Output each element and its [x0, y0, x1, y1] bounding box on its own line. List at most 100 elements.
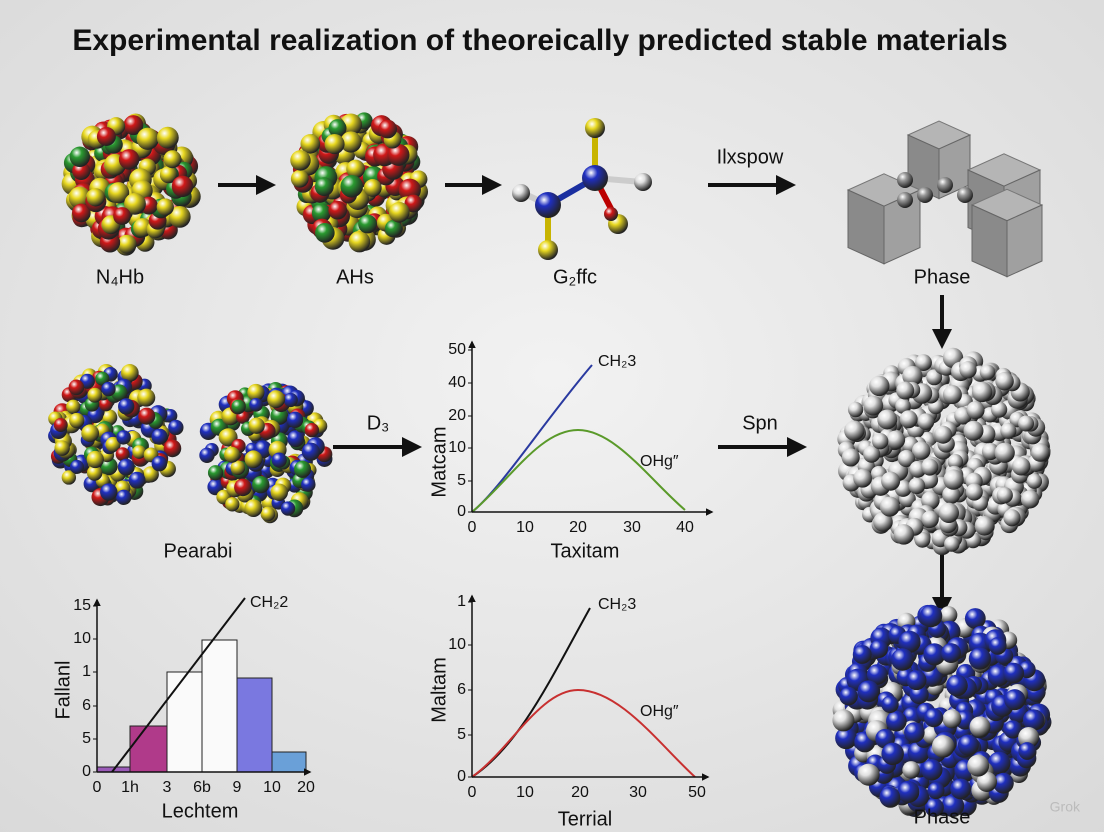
atom — [902, 365, 923, 387]
arrows — [218, 175, 952, 617]
atom — [290, 150, 311, 171]
atom — [857, 680, 880, 703]
atom — [252, 476, 270, 494]
series-label: OHg″ — [640, 453, 679, 470]
node-label: AHs — [336, 266, 374, 288]
atom — [839, 686, 858, 706]
atom — [137, 388, 156, 407]
atom — [959, 361, 977, 379]
node-label: Phase — [914, 806, 971, 828]
x-tick-label: 20 — [571, 784, 589, 801]
x-tick-label: 40 — [676, 519, 694, 536]
atom — [1018, 742, 1037, 760]
atom — [107, 182, 130, 204]
y-tick-label: 40 — [448, 374, 466, 391]
atom — [957, 187, 973, 203]
atom — [280, 501, 296, 516]
atom — [512, 184, 530, 202]
atom — [866, 664, 888, 685]
atom — [230, 460, 246, 476]
atom — [287, 430, 305, 448]
atom — [388, 201, 410, 223]
atom — [1000, 422, 1017, 439]
atom — [881, 471, 901, 491]
bar — [271, 751, 307, 773]
atom — [919, 604, 943, 628]
atom — [1026, 473, 1043, 489]
atom — [68, 379, 85, 396]
atom — [879, 786, 901, 808]
y-tick-label: 6 — [457, 681, 466, 698]
atom — [963, 420, 984, 441]
atom — [877, 409, 898, 430]
x-axis-label: Taxitam — [551, 540, 620, 562]
atom — [902, 761, 920, 779]
plot: 15 10 1 6 5 00 1h 3 6b 9 10 20 Fallanl Lechtem CH₂2 — [52, 594, 315, 822]
atom — [171, 175, 194, 198]
atom — [921, 759, 943, 781]
series-label: CH₂3 — [598, 596, 636, 613]
atom — [908, 477, 926, 495]
atom — [879, 496, 900, 517]
node-label: Phase — [914, 266, 971, 288]
atom — [378, 119, 398, 139]
atom — [69, 459, 85, 474]
atom — [224, 446, 240, 463]
atom — [1004, 689, 1026, 711]
x-tick-label: 50 — [688, 784, 706, 801]
atom — [944, 536, 960, 552]
atom — [156, 198, 174, 216]
atom — [1031, 443, 1050, 462]
molecule — [512, 118, 652, 260]
atom — [942, 709, 962, 729]
y-tick-label: 1 — [457, 593, 466, 610]
atom — [324, 134, 345, 155]
atom — [231, 399, 246, 414]
x-tick-label: 3 — [163, 779, 172, 796]
atom — [328, 200, 348, 220]
atom — [69, 146, 90, 167]
x-tick-label: 30 — [629, 784, 647, 801]
atom — [914, 531, 931, 548]
atom — [113, 207, 132, 225]
atom — [293, 460, 312, 478]
atom — [81, 424, 100, 443]
x-tick-label: 20 — [569, 519, 587, 536]
atom — [340, 175, 364, 198]
atom — [53, 418, 68, 433]
atom — [939, 606, 958, 624]
atom — [384, 219, 403, 238]
y-axis-label: Matcam — [428, 426, 450, 497]
atom — [86, 450, 104, 469]
atom — [971, 381, 993, 403]
trend-line — [111, 597, 246, 773]
atom — [286, 411, 304, 428]
atom — [873, 512, 893, 532]
atom-cluster — [61, 113, 201, 256]
title: Experimental realization of theoreically… — [72, 24, 1007, 57]
atom — [348, 230, 371, 253]
y-tick-label: 10 — [448, 439, 466, 456]
atom — [938, 502, 960, 523]
atom — [893, 524, 914, 545]
cube-face — [1006, 204, 1043, 278]
atom — [142, 466, 159, 483]
node-label: G₂ffc — [553, 266, 597, 288]
x-tick-label: 9 — [233, 779, 242, 796]
y-tick-label: 5 — [457, 726, 466, 743]
cubes — [846, 120, 1044, 278]
y-tick-label: 0 — [82, 763, 91, 780]
atom — [116, 489, 132, 506]
atom — [927, 782, 945, 800]
atom — [118, 149, 140, 170]
atom — [869, 639, 889, 659]
atom — [86, 465, 103, 481]
atom — [969, 716, 991, 738]
atom — [967, 754, 990, 777]
atom — [950, 778, 972, 800]
atom — [124, 192, 146, 215]
atom — [244, 450, 263, 469]
atom — [844, 420, 865, 441]
atom — [290, 169, 309, 188]
